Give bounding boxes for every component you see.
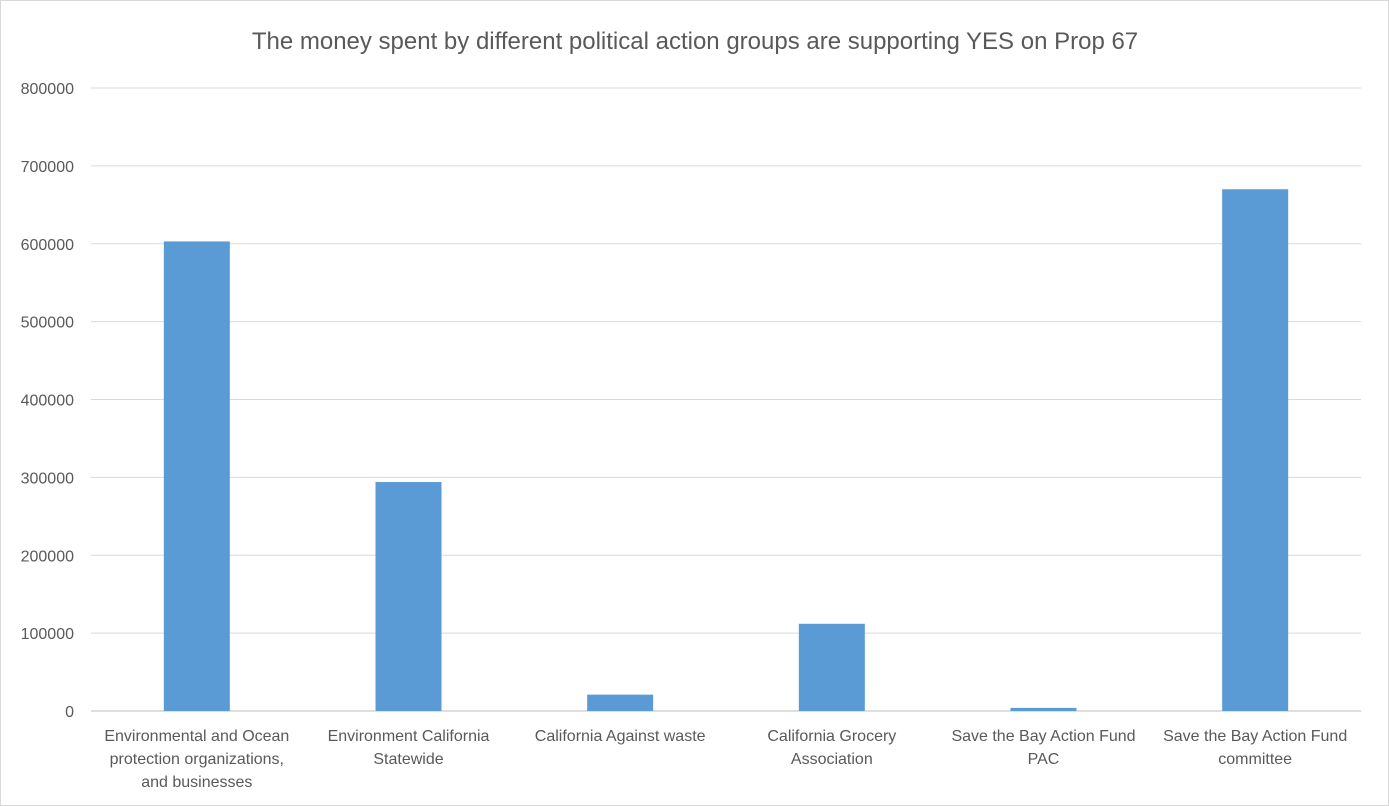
x-axis-labels: Environmental and Ocean protection organi… [104,728,1347,791]
y-tick-label: 300000 [21,470,74,487]
x-tick-label: Save the Bay Action Fund PAC [951,728,1135,768]
x-tick-label: Save the Bay Action Fund committee [1163,728,1347,768]
y-tick-label: 200000 [21,548,74,565]
y-axis-ticks: 0 100000 200000 300000 400000 500000 600000 700… [21,81,74,721]
y-tick-label: 700000 [21,159,74,176]
bars [163,189,1289,712]
y-tick-label: 0 [65,704,74,721]
y-tick-label: 400000 [21,393,74,410]
x-tick-label: California Against waste [535,728,706,745]
x-tick-label: Environment California Statewide [328,728,490,768]
y-tick-label: 600000 [21,237,74,254]
bar [798,623,865,711]
chart-title: The money spent by different political a… [252,28,1138,55]
x-tick-label: Environmental and Ocean protection organi… [104,728,289,791]
bar [587,694,654,711]
bar [163,241,230,711]
bar [375,482,442,711]
x-tick-label: California Grocery Association [767,728,896,768]
y-tick-label: 800000 [21,81,74,98]
bar [1222,189,1289,712]
bar [1010,707,1077,711]
y-tick-label: 100000 [21,626,74,643]
gridlines [91,87,1361,712]
y-tick-label: 500000 [21,315,74,332]
